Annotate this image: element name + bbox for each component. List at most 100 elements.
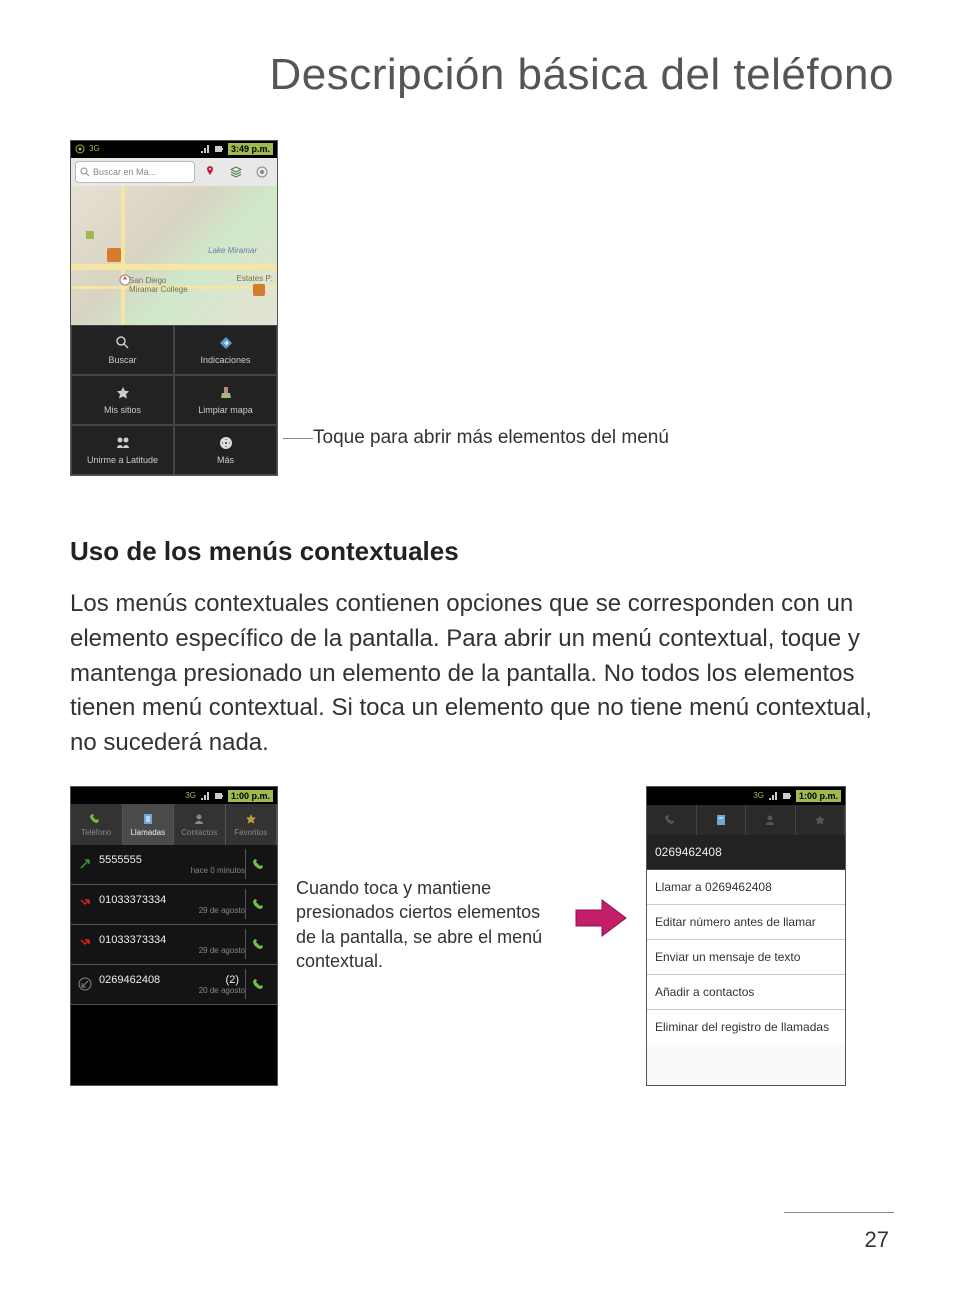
- section-heading: Uso de los menús contextuales: [70, 536, 894, 567]
- more-icon: [218, 435, 234, 451]
- maps-menu: Buscar Indicaciones Mis sitios Limpiar m…: [71, 325, 277, 475]
- ctx-item-delete[interactable]: Eliminar del registro de llamadas: [647, 1010, 845, 1044]
- compass-widget-icon: [119, 274, 131, 286]
- page-divider: [784, 1212, 894, 1213]
- ctx-item-add[interactable]: Añadir a contactos: [647, 975, 845, 1010]
- network-icon: 3G: [185, 791, 196, 800]
- callout-line: [283, 438, 313, 439]
- ctx-item-sms[interactable]: Enviar un mensaje de texto: [647, 940, 845, 975]
- location-button[interactable]: [251, 161, 273, 183]
- layers-button[interactable]: [225, 161, 247, 183]
- star-icon: [244, 812, 258, 826]
- network-icon: 3G: [753, 791, 764, 800]
- battery-icon: [214, 791, 224, 801]
- call-number: 0269462408: [99, 974, 160, 986]
- menu-label: Limpiar mapa: [198, 405, 253, 415]
- signal-icon: [200, 791, 210, 801]
- target-icon: [75, 144, 85, 154]
- call-list: 5555555 hace 0 minutos 01033373334 29 de…: [71, 845, 277, 1085]
- tab-label: Teléfono: [81, 828, 111, 837]
- body-text: Los menús contextuales contienen opcione…: [70, 587, 894, 761]
- call-button[interactable]: [245, 889, 271, 919]
- compass-icon: [255, 165, 269, 179]
- missed-icon: [77, 938, 93, 950]
- menu-item-sitios[interactable]: Mis sitios: [71, 375, 174, 425]
- ctx-tab-contacts: [746, 805, 796, 835]
- tab-label: Favoritos: [234, 828, 267, 837]
- tab-label: Contactos: [181, 828, 217, 837]
- top-row: 3G 3:49 p.m. Buscar en Ma...: [70, 140, 894, 476]
- directions-icon: [218, 335, 234, 351]
- status-bar: 3G 1:00 p.m.: [647, 787, 845, 805]
- network-icon: 3G: [89, 144, 100, 154]
- arrow-icon: [574, 896, 628, 940]
- battery-icon: [782, 791, 792, 801]
- search-icon: [115, 335, 131, 351]
- bottom-row: 3G 1:00 p.m. Teléfono Llamadas Contactos…: [70, 786, 894, 1086]
- call-time: 29 de agosto: [99, 946, 245, 955]
- search-input[interactable]: Buscar en Ma...: [75, 161, 195, 183]
- status-bar: 3G 3:49 p.m.: [71, 141, 277, 158]
- menu-label: Unirme a Latitude: [87, 455, 158, 465]
- menu-label: Buscar: [108, 355, 136, 365]
- ctx-tabs: [647, 805, 845, 835]
- page-number: 27: [865, 1227, 889, 1253]
- call-number: 01033373334: [99, 894, 245, 906]
- ctx-tab-log: [697, 805, 747, 835]
- ctx-list: Llamar a 0269462408 Editar número antes …: [647, 870, 845, 1085]
- menu-item-latitude[interactable]: Unirme a Latitude: [71, 425, 174, 475]
- call-count: (2): [226, 974, 245, 986]
- menu-item-indicaciones[interactable]: Indicaciones: [174, 325, 277, 375]
- menu-label: Más: [217, 455, 234, 465]
- menu-label: Mis sitios: [104, 405, 141, 415]
- arrow-col: [574, 786, 628, 940]
- signal-icon: [768, 791, 778, 801]
- call-row[interactable]: 01033373334 29 de agosto: [71, 925, 277, 965]
- search-icon: [80, 167, 90, 177]
- ctx-item-edit[interactable]: Editar número antes de llamar: [647, 905, 845, 940]
- pin-button[interactable]: [199, 161, 221, 183]
- pin-icon: [203, 165, 217, 179]
- call-button[interactable]: [245, 969, 271, 999]
- middle-caption: Cuando toca y mantiene presionados ciert…: [296, 786, 556, 973]
- call-time: 29 de agosto: [99, 906, 245, 915]
- search-placeholder: Buscar en Ma...: [93, 167, 156, 177]
- call-row[interactable]: 5555555 hace 0 minutos: [71, 845, 277, 885]
- signal-icon: [200, 144, 210, 154]
- contacts-icon: [192, 812, 206, 826]
- tabs-row: Teléfono Llamadas Contactos Favoritos: [71, 804, 277, 845]
- statusbar-time: 1:00 p.m.: [228, 790, 273, 802]
- star-icon: [115, 385, 131, 401]
- map-label-lake: Lake Miramar: [208, 246, 257, 255]
- incoming-icon: [77, 977, 93, 991]
- menu-item-limpiar[interactable]: Limpiar mapa: [174, 375, 277, 425]
- layers-icon: [229, 165, 243, 179]
- menu-item-mas[interactable]: Más: [174, 425, 277, 475]
- tab-favoritos[interactable]: Favoritos: [226, 804, 278, 845]
- menu-item-buscar[interactable]: Buscar: [71, 325, 174, 375]
- calls-phone-screenshot: 3G 1:00 p.m. Teléfono Llamadas Contactos…: [70, 786, 278, 1086]
- phone-icon: [89, 812, 103, 826]
- missed-icon: [77, 898, 93, 910]
- battery-icon: [214, 144, 224, 154]
- call-time: 20 de agosto: [99, 986, 245, 995]
- ctx-item-call[interactable]: Llamar a 0269462408: [647, 870, 845, 905]
- tab-llamadas[interactable]: Llamadas: [123, 804, 175, 845]
- tab-label: Llamadas: [130, 828, 165, 837]
- maps-phone-screenshot: 3G 3:49 p.m. Buscar en Ma...: [70, 140, 278, 476]
- menu-label: Indicaciones: [200, 355, 250, 365]
- tab-contactos[interactable]: Contactos: [174, 804, 226, 845]
- callout-text: Toque para abrir más elementos del menú: [313, 427, 669, 449]
- tab-telefono[interactable]: Teléfono: [71, 804, 123, 845]
- brush-icon: [218, 385, 234, 401]
- map-area[interactable]: Lake Miramar San Diego Miramar College E…: [71, 186, 277, 325]
- call-row[interactable]: 0269462408 (2) 20 de agosto: [71, 965, 277, 1005]
- log-icon: [141, 812, 155, 826]
- ctx-tab-phone: [647, 805, 697, 835]
- call-number: 01033373334: [99, 934, 245, 946]
- statusbar-time: 1:00 p.m.: [796, 790, 841, 802]
- call-row[interactable]: 01033373334 29 de agosto: [71, 885, 277, 925]
- call-button[interactable]: [245, 929, 271, 959]
- page-title: Descripción básica del teléfono: [70, 50, 894, 100]
- call-button[interactable]: [245, 849, 271, 879]
